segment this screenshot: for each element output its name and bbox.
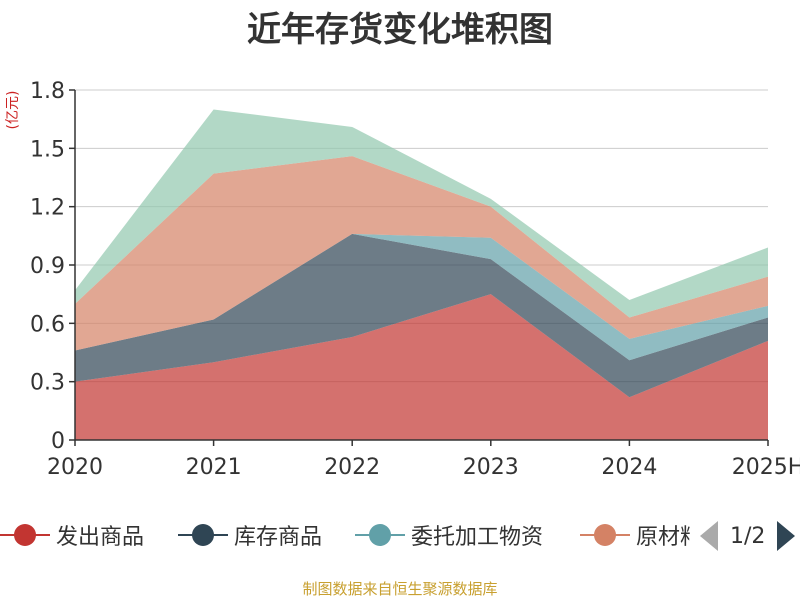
legend-item[interactable]: 委托加工物资	[355, 516, 543, 554]
legend-swatch-icon	[178, 516, 228, 554]
y-tick-label: 0.3	[30, 371, 65, 396]
area-series-5	[75, 109, 768, 318]
area-series-1	[75, 294, 768, 440]
legend-item[interactable]: 库存商品	[178, 516, 322, 554]
x-tick-label: 2025H	[732, 455, 800, 480]
y-tick-label: 1.5	[30, 137, 65, 162]
y-tick-labels: 0 0.3 0.6 0.9 1.2 1.5 1.8	[30, 79, 65, 454]
legend: 发出商品 库存商品 委托加工物资 原材料	[0, 516, 690, 554]
legend-swatch-icon	[0, 516, 50, 554]
legend-label: 原材料	[636, 525, 690, 550]
legend-dot-icon	[594, 524, 616, 546]
area-series-3	[75, 233, 768, 361]
x-tick-label: 2020	[47, 455, 103, 480]
legend-swatch-icon	[580, 516, 630, 554]
y-tick-label: 0.9	[30, 254, 65, 279]
legend-label: 委托加工物资	[411, 525, 544, 550]
legend-dot-icon	[192, 524, 214, 546]
y-tick-label: 0.6	[30, 312, 65, 337]
y-tick-label: 1.2	[30, 196, 65, 221]
legend-label: 发出商品	[56, 525, 145, 550]
legend-swatch-icon	[355, 516, 405, 554]
x-tick-label: 2022	[324, 455, 380, 480]
legend-dot-icon	[369, 524, 391, 546]
legend-next-page-icon[interactable]	[777, 521, 796, 551]
data-source-note: 制图数据来自恒生聚源数据库	[302, 580, 498, 598]
area-series-2	[75, 233, 768, 398]
legend-prev-page-icon[interactable]	[700, 521, 718, 551]
x-tick-label: 2021	[186, 455, 242, 480]
legend-dot-icon	[14, 524, 36, 546]
area-series-4	[75, 156, 768, 351]
x-tick-labels: 2020 2021 2022 2023 2024 2025H	[47, 455, 800, 480]
axes	[69, 89, 769, 446]
legend-page-indicator: 1/2	[730, 523, 766, 549]
y-tick-label: 1.8	[30, 79, 65, 104]
legend-pager: 1/2	[700, 518, 796, 554]
legend-label: 库存商品	[234, 525, 323, 550]
x-tick-label: 2023	[463, 455, 519, 480]
area-series	[75, 109, 768, 440]
x-tick-label: 2024	[601, 455, 657, 480]
y-tick-label: 0	[51, 429, 65, 454]
legend-item[interactable]: 原材料	[580, 516, 690, 554]
chart-title: 近年存货变化堆积图	[247, 10, 553, 50]
legend-item[interactable]: 发出商品	[0, 516, 144, 554]
